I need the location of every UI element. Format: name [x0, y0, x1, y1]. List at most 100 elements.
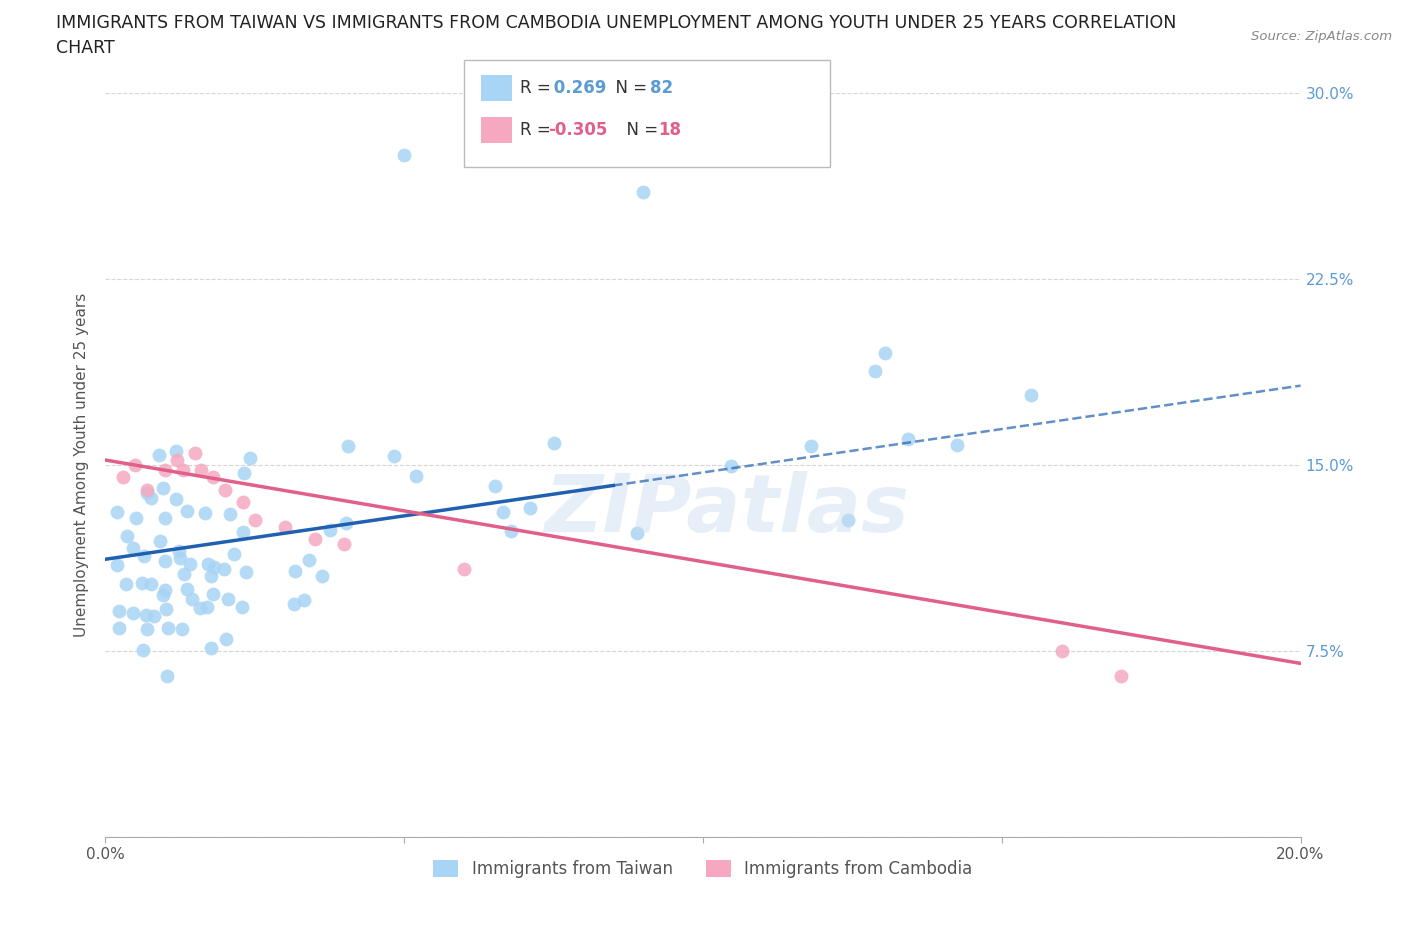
- Point: [311, 569, 333, 584]
- Point: [217, 591, 239, 606]
- Point: [124, 458, 146, 472]
- Point: [156, 669, 179, 684]
- Point: [201, 586, 224, 601]
- Point: [394, 148, 416, 163]
- Point: [155, 511, 177, 525]
- Point: [165, 491, 187, 506]
- Point: [153, 583, 176, 598]
- Point: [176, 582, 198, 597]
- Point: [214, 483, 236, 498]
- Point: [166, 453, 188, 468]
- Point: [142, 609, 165, 624]
- Text: 82: 82: [650, 79, 672, 98]
- Text: N =: N =: [616, 121, 664, 140]
- Point: [135, 621, 157, 636]
- Point: [195, 600, 218, 615]
- Point: [215, 631, 238, 646]
- Point: [152, 588, 174, 603]
- Point: [232, 495, 254, 510]
- Point: [152, 480, 174, 495]
- Point: [304, 532, 326, 547]
- Point: [107, 620, 129, 635]
- Point: [633, 185, 655, 200]
- Point: [122, 605, 145, 620]
- Point: [200, 641, 222, 656]
- Point: [134, 549, 156, 564]
- Point: [233, 466, 256, 481]
- Point: [136, 485, 159, 500]
- Text: -0.305: -0.305: [548, 121, 607, 140]
- Text: CHART: CHART: [56, 39, 115, 57]
- Point: [405, 469, 427, 484]
- Point: [115, 528, 138, 543]
- Point: [172, 621, 194, 636]
- Point: [180, 591, 202, 606]
- Point: [501, 524, 523, 538]
- Point: [139, 491, 162, 506]
- Point: [318, 523, 340, 538]
- Text: N =: N =: [605, 79, 652, 98]
- Point: [1019, 388, 1042, 403]
- Point: [149, 534, 172, 549]
- Text: 0.269: 0.269: [548, 79, 607, 98]
- Point: [139, 577, 162, 591]
- Point: [837, 512, 859, 527]
- Point: [167, 543, 190, 558]
- Point: [382, 448, 405, 463]
- Point: [484, 478, 506, 493]
- Text: IMMIGRANTS FROM TAIWAN VS IMMIGRANTS FROM CAMBODIA UNEMPLOYMENT AMONG YOUTH UNDE: IMMIGRANTS FROM TAIWAN VS IMMIGRANTS FRO…: [56, 14, 1177, 32]
- Point: [165, 443, 187, 458]
- Point: [492, 505, 515, 520]
- Point: [169, 551, 191, 565]
- Point: [179, 556, 201, 571]
- Point: [897, 432, 920, 446]
- Point: [131, 576, 153, 591]
- Point: [155, 602, 177, 617]
- Point: [1111, 669, 1133, 684]
- Point: [292, 592, 315, 607]
- Point: [865, 363, 887, 378]
- Point: [148, 447, 170, 462]
- Point: [132, 643, 155, 658]
- Point: [200, 569, 222, 584]
- Point: [238, 451, 260, 466]
- Point: [800, 438, 823, 453]
- Point: [125, 511, 148, 525]
- Point: [136, 483, 159, 498]
- Point: [190, 462, 212, 477]
- Text: R =: R =: [520, 79, 557, 98]
- Point: [135, 608, 157, 623]
- Point: [235, 565, 257, 579]
- Point: [173, 566, 195, 581]
- Point: [298, 552, 321, 567]
- Point: [232, 525, 254, 539]
- Point: [172, 462, 194, 477]
- Legend: Immigrants from Taiwan, Immigrants from Cambodia: Immigrants from Taiwan, Immigrants from …: [426, 853, 980, 884]
- Point: [453, 562, 475, 577]
- Point: [273, 520, 295, 535]
- Point: [188, 600, 211, 615]
- Point: [176, 504, 198, 519]
- Point: [122, 540, 145, 555]
- Point: [108, 604, 131, 618]
- Point: [112, 470, 135, 485]
- Point: [946, 437, 969, 452]
- Point: [194, 506, 217, 521]
- Point: [107, 558, 129, 573]
- Text: ZIPatlas: ZIPatlas: [544, 471, 910, 549]
- Point: [626, 525, 648, 540]
- Point: [202, 559, 225, 574]
- Point: [720, 458, 742, 473]
- Text: Source: ZipAtlas.com: Source: ZipAtlas.com: [1251, 30, 1392, 43]
- Point: [333, 537, 356, 551]
- Point: [337, 438, 360, 453]
- Point: [243, 512, 266, 527]
- Point: [335, 515, 357, 530]
- Point: [184, 445, 207, 460]
- Point: [231, 600, 253, 615]
- Point: [875, 346, 897, 361]
- Point: [153, 553, 176, 568]
- Y-axis label: Unemployment Among Youth under 25 years: Unemployment Among Youth under 25 years: [75, 293, 90, 637]
- Point: [218, 506, 240, 521]
- Point: [222, 546, 245, 561]
